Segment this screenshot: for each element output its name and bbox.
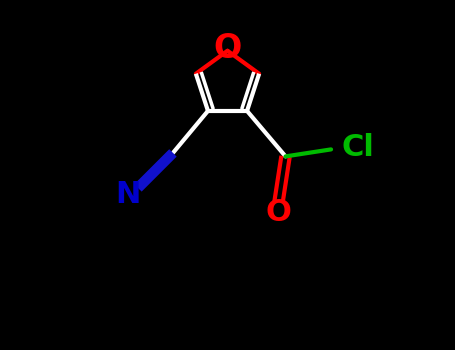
Text: N: N [115, 180, 140, 209]
Text: O: O [213, 33, 242, 65]
Text: Cl: Cl [342, 133, 374, 162]
Text: O: O [266, 198, 292, 227]
